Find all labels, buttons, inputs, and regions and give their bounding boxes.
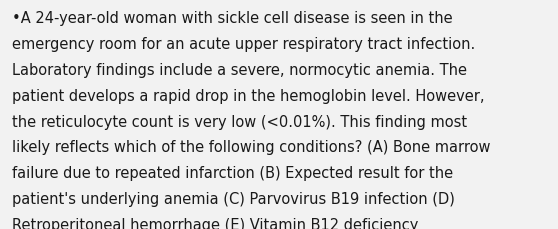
Text: patient develops a rapid drop in the hemoglobin level. However,: patient develops a rapid drop in the hem… xyxy=(12,88,485,103)
Text: Laboratory findings include a severe, normocytic anemia. The: Laboratory findings include a severe, no… xyxy=(12,63,467,78)
Text: Retroperitoneal hemorrhage (E) Vitamin B12 deficiency: Retroperitoneal hemorrhage (E) Vitamin B… xyxy=(12,217,418,229)
Text: likely reflects which of the following conditions? (A) Bone marrow: likely reflects which of the following c… xyxy=(12,140,491,155)
Text: patient's underlying anemia (C) Parvovirus B19 infection (D): patient's underlying anemia (C) Parvovir… xyxy=(12,191,455,206)
Text: emergency room for an acute upper respiratory tract infection.: emergency room for an acute upper respir… xyxy=(12,37,475,52)
Text: failure due to repeated infarction (B) Expected result for the: failure due to repeated infarction (B) E… xyxy=(12,165,454,180)
Text: •A 24-year-old woman with sickle cell disease is seen in the: •A 24-year-old woman with sickle cell di… xyxy=(12,11,453,26)
Text: the reticulocyte count is very low (<0.01%). This finding most: the reticulocyte count is very low (<0.0… xyxy=(12,114,468,129)
